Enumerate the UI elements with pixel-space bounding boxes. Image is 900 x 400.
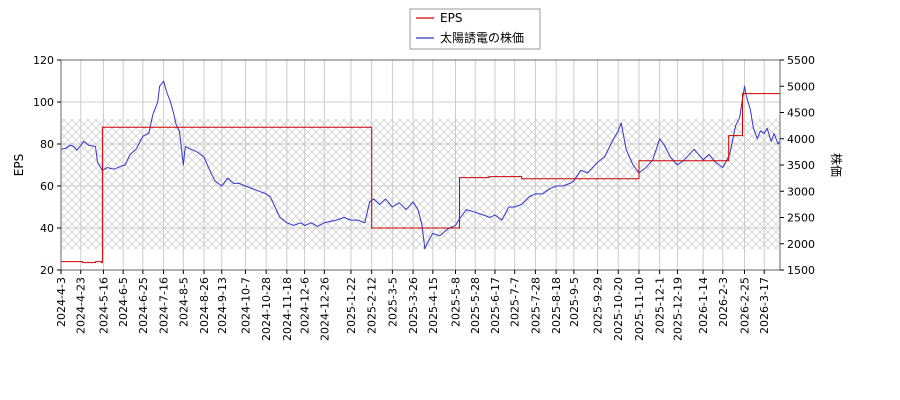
left-tick-label: 100 (33, 96, 54, 109)
right-tick-label: 2000 (787, 238, 815, 251)
x-tick-label: 2025-5-28 (469, 277, 482, 334)
x-tick-label: 2024-12-26 (318, 277, 331, 341)
x-tick-label: 2024-4-23 (75, 277, 88, 334)
x-tick-label: 2025-3-5 (386, 277, 399, 327)
x-tick-label: 2024-6-5 (117, 277, 130, 327)
x-tick-label: 2026-2-25 (738, 277, 751, 334)
legend-box (409, 8, 541, 50)
x-tick-label: 2024-8-5 (177, 277, 190, 327)
right-tick-label: 4500 (787, 107, 815, 120)
series-layer (61, 80, 780, 264)
right-tick-label: 4000 (787, 133, 815, 146)
x-tick-label: 2025-5-8 (450, 277, 463, 327)
left-axis-title: EPS (12, 154, 26, 176)
right-tick-label: 5500 (787, 54, 815, 67)
right-y-axis: 1500 2000 2500 3000 3500 4000 4500 5000 5500 (780, 54, 815, 277)
x-axis: 2024-4-3 2024-4-23 2024-5-16 2024-6-5 2024-6… (55, 270, 771, 341)
x-tick-label: 2025-9-5 (568, 277, 581, 327)
right-axis-title: 株価 (829, 153, 844, 177)
x-tick-label: 2025-9-29 (592, 277, 605, 334)
x-tick-label: 2025-12-19 (671, 277, 684, 341)
x-tick-label: 2025-4-15 (427, 277, 440, 334)
x-tick-label: 2025-2-12 (366, 277, 379, 334)
x-tick-label: 2025-1-22 (345, 277, 358, 334)
left-tick-label: 40 (40, 222, 54, 235)
left-tick-label: 60 (40, 180, 54, 193)
left-tick-label: 120 (33, 54, 54, 67)
plot-area (60, 59, 781, 271)
x-tick-label: 2025-11-10 (633, 277, 646, 341)
left-tick-label: 20 (40, 264, 54, 277)
right-tick-label: 3000 (787, 185, 815, 198)
right-tick-label: 3500 (787, 159, 815, 172)
x-tick-label: 2025-6-17 (489, 277, 502, 334)
legend-label-stock-price: 太陽誘電の株価 (440, 30, 524, 45)
right-tick-label: 1500 (787, 264, 815, 277)
right-tick-label: 5000 (787, 80, 815, 93)
right-tick-label: 2500 (787, 212, 815, 225)
x-tick-label: 2026-2-3 (717, 277, 730, 327)
x-tick-label: 2024-7-16 (158, 277, 171, 334)
x-tick-label: 2024-6-25 (137, 277, 150, 334)
legend-label-eps: EPS (440, 11, 462, 25)
x-tick-label: 2025-7-28 (529, 277, 542, 334)
left-y-axis: 20 40 60 80 100 120 (33, 54, 61, 277)
legend: EPS 太陽誘電の株価 (409, 8, 541, 50)
x-tick-label: 2024-11-18 (281, 277, 294, 341)
hatched-band (61, 118, 780, 249)
x-tick-label: 2024-9-13 (216, 277, 229, 334)
x-tick-label: 2025-3-26 (407, 277, 420, 334)
eps-series-line (61, 92, 780, 264)
stock-price-series-line (61, 80, 780, 250)
x-tick-label: 2024-12-6 (299, 277, 312, 334)
x-tick-label: 2026-1-14 (697, 277, 710, 334)
x-tick-label: 2025-8-18 (550, 277, 563, 334)
x-tick-label: 2024-8-26 (198, 277, 211, 334)
x-tick-label: 2026-3-17 (758, 277, 771, 334)
x-tick-label: 2025-10-20 (612, 277, 625, 341)
left-tick-label: 80 (40, 138, 54, 151)
x-tick-label: 2024-5-16 (97, 277, 110, 334)
x-tick-label: 2024-10-7 (239, 277, 252, 334)
x-tick-label: 2024-4-3 (55, 277, 68, 327)
x-tick-label: 2024-10-28 (260, 277, 273, 341)
x-tick-label: 2025-7-7 (509, 277, 522, 327)
x-tick-label: 2025-12-1 (654, 277, 667, 334)
